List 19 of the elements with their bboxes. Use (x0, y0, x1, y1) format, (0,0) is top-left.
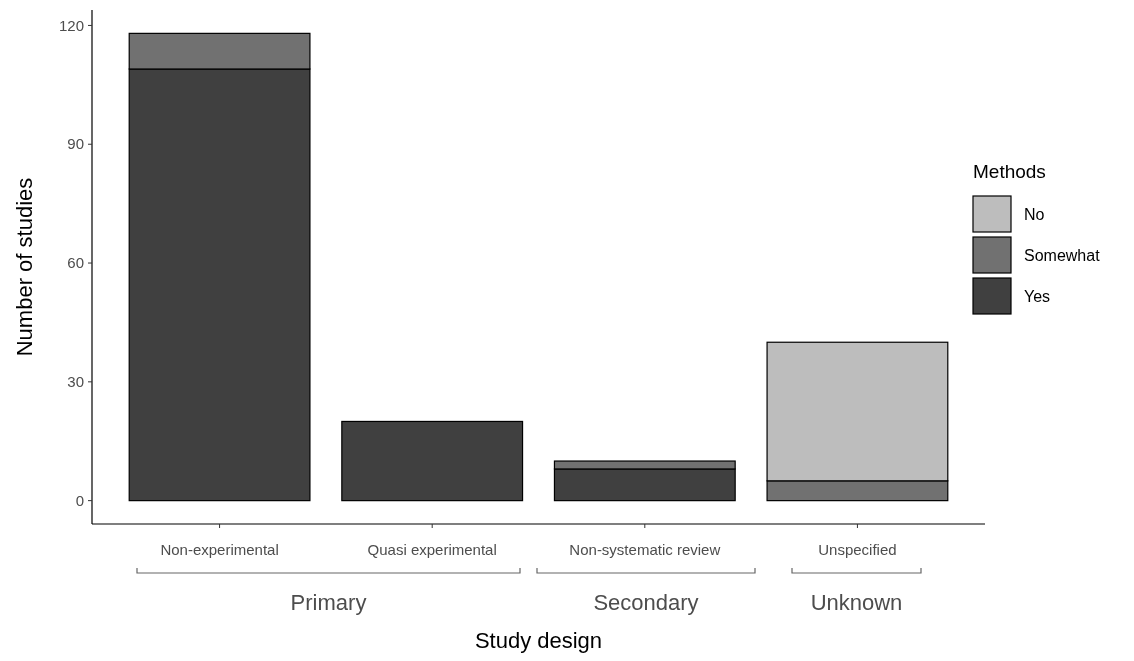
x-tick-label: Non-experimental (160, 541, 279, 558)
x-tick-label: Quasi experimental (367, 541, 497, 558)
y-tick-label: 30 (67, 373, 84, 391)
y-tick-label: 90 (67, 135, 84, 153)
y-tick-label: 120 (58, 16, 84, 34)
bar (341, 420, 524, 502)
y-axis-title: Number of studies (12, 177, 37, 357)
text: Unknown (810, 590, 903, 615)
legend-title: Methods (973, 161, 1046, 182)
y-tick-label: 60 (67, 254, 84, 272)
text: Secondary (593, 590, 699, 615)
legend-label: No (1024, 205, 1045, 223)
text: Primary (290, 590, 367, 615)
y-tick-label: 0 (75, 491, 84, 509)
legend-label: Somewhat (1024, 246, 1101, 264)
x-tick-label: Non-systematic review (569, 541, 721, 558)
legend-label: Yes (1024, 287, 1051, 305)
x-axis-title: Study design (474, 628, 603, 653)
x-tick-label: Unspecified (818, 541, 897, 558)
